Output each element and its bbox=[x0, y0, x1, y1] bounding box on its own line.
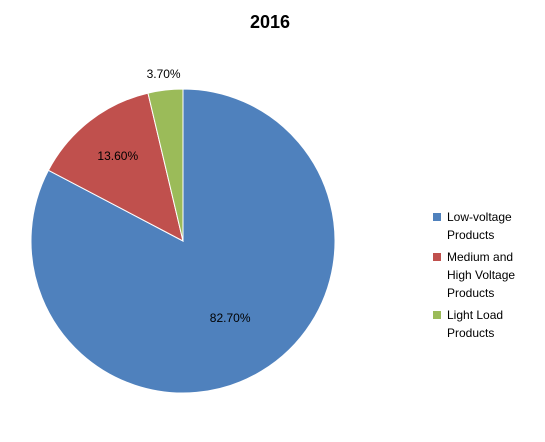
legend-swatch bbox=[433, 253, 441, 261]
pie-slice bbox=[30, 88, 336, 394]
data-label: 13.60% bbox=[97, 149, 138, 163]
chart-title: 2016 bbox=[250, 12, 290, 32]
legend-swatch bbox=[433, 213, 441, 221]
pie-slice bbox=[147, 88, 184, 242]
legend-swatch bbox=[433, 311, 441, 319]
legend: Low-voltage Products Medium and High Volt… bbox=[433, 208, 533, 346]
legend-item: Low-voltage Products bbox=[433, 208, 533, 244]
legend-label: Light Load Products bbox=[447, 308, 504, 340]
data-label: 82.70% bbox=[210, 311, 251, 325]
legend-item: Light Load Products bbox=[433, 306, 533, 342]
data-label: 3.70% bbox=[147, 67, 181, 81]
legend-item: Medium and High Voltage Products bbox=[433, 248, 533, 302]
legend-label: Medium and High Voltage Products bbox=[447, 250, 516, 300]
legend-label: Low-voltage Products bbox=[447, 210, 512, 242]
pie-slice bbox=[47, 92, 184, 242]
